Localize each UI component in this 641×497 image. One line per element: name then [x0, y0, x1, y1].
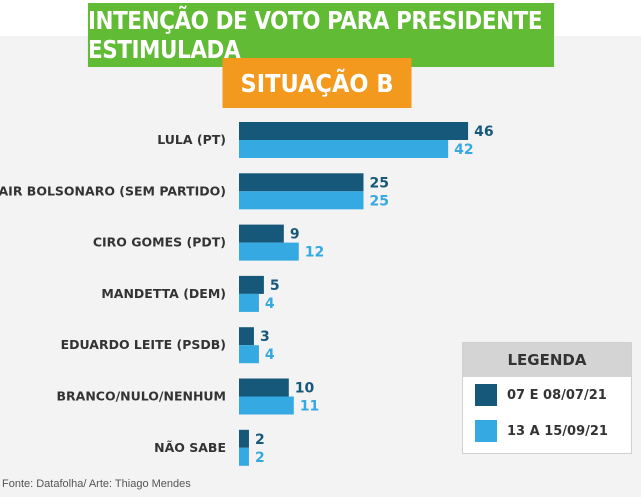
bar [239, 345, 259, 364]
bar [239, 378, 289, 397]
data-label: 2 [255, 432, 265, 448]
legend-label: 07 E 08/07/21 [507, 387, 607, 403]
data-label: 46 [474, 124, 493, 140]
data-label: 25 [370, 193, 389, 209]
category-label: CIRO GOMES (PDT) [93, 235, 226, 250]
bar [239, 242, 299, 261]
data-label: 12 [305, 245, 324, 261]
bar [239, 191, 364, 210]
data-label: 9 [290, 227, 300, 243]
category-label: EDUARDO LEITE (PSDB) [61, 337, 226, 352]
legend-item-series-1: 07 E 08/07/21 [463, 377, 631, 413]
bar [239, 327, 254, 346]
source-credit: Fonte: Datafolha/ Arte: Thiago Mendes [2, 478, 191, 490]
data-label: 11 [300, 399, 319, 415]
category-label: BRANCO/NULO/NENHUM [57, 389, 227, 404]
legend: LEGENDA 07 E 08/07/21 13 A 15/09/21 [462, 342, 632, 454]
bar [239, 396, 294, 415]
chart-subtitle: SITUAÇÃO B [222, 58, 412, 108]
data-label: 25 [370, 175, 389, 191]
bar [239, 447, 249, 466]
data-label: 4 [265, 296, 275, 312]
category-label: MANDETTA (DEM) [101, 286, 226, 301]
data-label: 5 [270, 278, 280, 294]
category-label: LULA (PT) [157, 132, 226, 147]
bar [239, 140, 449, 158]
data-label: 4 [265, 347, 275, 363]
legend-swatch-dark [475, 384, 497, 406]
data-label: 42 [454, 142, 473, 158]
category-label: JAIR BOLSONARO (SEM PARTIDO) [0, 183, 226, 198]
bar [239, 173, 364, 192]
bar [239, 122, 469, 140]
category-label: NÃO SABE [154, 440, 226, 455]
chart-title: INTENÇÃO DE VOTO PARA PRESIDENTE ESTIMUL… [87, 3, 555, 67]
bar [239, 275, 264, 294]
legend-swatch-light [475, 420, 497, 442]
data-label: 10 [295, 381, 315, 397]
legend-title: LEGENDA [463, 343, 631, 377]
bar [239, 293, 259, 312]
bar [239, 429, 249, 448]
data-label: 2 [255, 450, 265, 466]
legend-item-series-2: 13 A 15/09/21 [463, 413, 631, 449]
data-label: 3 [260, 329, 270, 345]
legend-label: 13 A 15/09/21 [507, 423, 608, 439]
bar [239, 224, 284, 243]
